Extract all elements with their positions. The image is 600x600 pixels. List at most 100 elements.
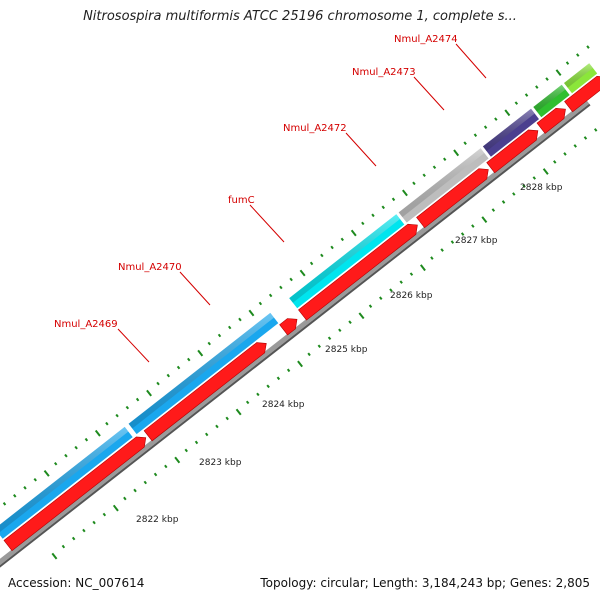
inner-tick bbox=[348, 320, 352, 325]
inner-tick bbox=[286, 368, 291, 373]
outer-tick bbox=[84, 437, 89, 442]
gene-bar-highlight bbox=[398, 148, 485, 218]
gene-label: Nmul_A2470 bbox=[118, 262, 182, 273]
cds-arrow bbox=[564, 75, 600, 113]
inner-tick bbox=[563, 152, 567, 156]
cds-arrow bbox=[143, 342, 267, 442]
inner-tick bbox=[460, 232, 465, 236]
cds-strand-track bbox=[3, 75, 600, 552]
inner-tick bbox=[82, 528, 86, 533]
inner-tick bbox=[153, 472, 158, 477]
label-leader bbox=[413, 76, 445, 111]
inner-tick bbox=[194, 440, 199, 445]
cds-arrow bbox=[298, 223, 418, 321]
outer-tick bbox=[453, 149, 460, 157]
outer-tick bbox=[545, 77, 549, 81]
outer-tick bbox=[443, 157, 447, 162]
outer-tick bbox=[2, 502, 7, 506]
outer-tick bbox=[176, 365, 181, 370]
cds-arrow bbox=[416, 168, 489, 229]
gene-label: Nmul_A2474 bbox=[394, 34, 458, 45]
outer-tick bbox=[64, 453, 68, 458]
inner-tick bbox=[522, 184, 526, 188]
inner-tick bbox=[409, 272, 414, 276]
outer-tick bbox=[361, 221, 365, 226]
inner-tick bbox=[553, 160, 557, 164]
inner-tick bbox=[512, 192, 516, 196]
outer-tick bbox=[565, 61, 570, 65]
inner-tick bbox=[61, 544, 66, 549]
outer-tick-track bbox=[2, 45, 590, 506]
outer-tick bbox=[391, 197, 396, 202]
outer-tick bbox=[402, 189, 408, 197]
scale-labels: 2822 kbp 2823 kbp 2824 kbp 2825 kbp 2826 kbp… bbox=[136, 183, 563, 525]
outer-tick bbox=[207, 341, 211, 346]
outer-tick bbox=[330, 245, 334, 250]
inner-tick bbox=[143, 480, 147, 485]
outer-tick bbox=[248, 309, 255, 317]
inner-tick bbox=[123, 496, 127, 501]
outer-tick bbox=[115, 413, 119, 418]
inner-tick bbox=[389, 288, 393, 292]
inner-tick bbox=[307, 352, 311, 357]
inner-tick bbox=[593, 128, 598, 132]
inner-tick bbox=[379, 296, 383, 301]
outer-tick bbox=[135, 397, 140, 402]
outer-tick bbox=[289, 277, 293, 282]
inner-tick bbox=[235, 408, 242, 416]
outer-tick bbox=[514, 101, 519, 105]
outer-tick bbox=[576, 53, 580, 57]
inner-tick bbox=[205, 432, 209, 437]
gene-bar-highlight bbox=[0, 426, 129, 533]
outer-tick bbox=[412, 181, 416, 186]
gene-bar-highlight bbox=[564, 63, 593, 88]
outer-tick bbox=[350, 229, 357, 237]
outer-tick bbox=[371, 213, 375, 218]
inner-tick bbox=[532, 176, 537, 180]
outer-tick bbox=[238, 317, 242, 322]
outer-tick bbox=[473, 133, 478, 137]
gene-bar-highlight bbox=[533, 84, 566, 112]
inner-tick bbox=[112, 504, 119, 512]
inner-tick bbox=[225, 416, 229, 421]
scale-tick-label: 2824 kbp bbox=[262, 400, 305, 410]
inner-tick bbox=[420, 264, 426, 272]
inner-tick bbox=[266, 384, 270, 389]
accession-text: Accession: NC_007614 bbox=[8, 576, 145, 590]
outer-tick bbox=[33, 477, 37, 482]
chromosome-backbone bbox=[0, 99, 591, 568]
inner-tick bbox=[542, 168, 549, 175]
inner-tick bbox=[317, 344, 321, 349]
scale-tick-label: 2828 kbp bbox=[520, 183, 563, 193]
outer-tick bbox=[94, 429, 101, 437]
gene-label: Nmul_A2472 bbox=[283, 123, 347, 134]
label-leader bbox=[117, 328, 150, 363]
outer-tick bbox=[74, 445, 78, 450]
inner-tick bbox=[133, 488, 137, 493]
outer-tick bbox=[105, 421, 109, 426]
inner-tick bbox=[276, 376, 281, 381]
outer-tick bbox=[299, 269, 306, 277]
outer-tick bbox=[279, 285, 283, 290]
outer-tick bbox=[54, 461, 58, 466]
gene-bar-highlight bbox=[289, 214, 400, 303]
label-leader bbox=[455, 43, 487, 79]
inner-tick bbox=[92, 520, 96, 525]
cds-arrow bbox=[3, 436, 147, 552]
scale-tick-label: 2827 kbp bbox=[455, 236, 498, 246]
backbone-shadow bbox=[0, 103, 591, 568]
gene-bar-highlight bbox=[482, 108, 535, 152]
outer-tick bbox=[156, 381, 160, 386]
outer-tick bbox=[422, 173, 426, 178]
gene-label: Nmul_A2473 bbox=[352, 67, 416, 78]
scale-tick-label: 2822 kbp bbox=[136, 515, 179, 525]
inner-tick bbox=[399, 280, 403, 284]
outer-tick bbox=[432, 165, 437, 170]
inner-tick bbox=[164, 464, 168, 469]
gene-track bbox=[0, 63, 598, 539]
scale-tick-label: 2826 kbp bbox=[390, 291, 433, 301]
inner-tick bbox=[256, 392, 260, 397]
inner-tick bbox=[573, 144, 577, 148]
scale-tick-label: 2825 kbp bbox=[325, 345, 368, 355]
